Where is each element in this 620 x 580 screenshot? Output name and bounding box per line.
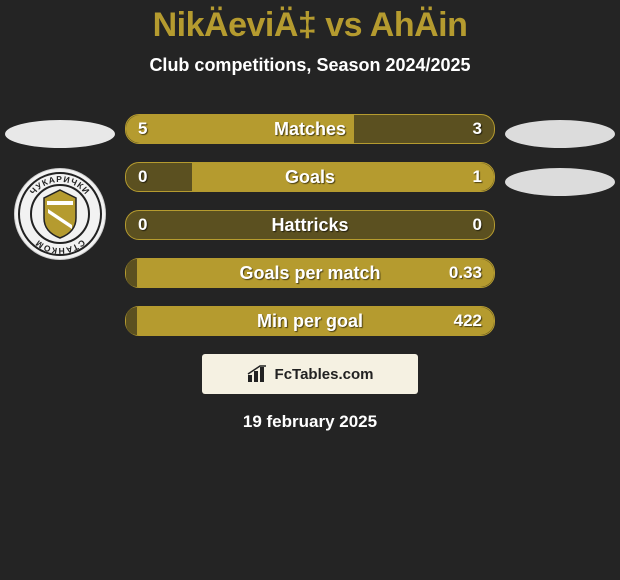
stats-container: 53Matches 01Goals 00Hattricks 0.33Goals per… [125,114,495,336]
player-ellipse-right-2 [505,168,615,196]
stat-row: 01Goals [125,162,495,192]
stat-row: 422Min per goal [125,306,495,336]
page-subtitle: Club competitions, Season 2024/2025 [149,55,470,76]
stat-row: 53Matches [125,114,495,144]
left-side-column: ЧУКАРИЧКИ СТАНКОМ [0,120,120,260]
player-ellipse-right-1 [505,120,615,148]
stat-row: 0.33Goals per match [125,258,495,288]
page-title: NikÄeviÄ‡ vs AhÄin [153,6,468,45]
stat-label: Matches [126,119,494,140]
right-side-column [500,120,620,196]
date-text: 19 february 2025 [243,412,377,432]
stat-label: Hattricks [126,215,494,236]
bar-chart-icon [247,365,269,383]
club-badge-left: ЧУКАРИЧКИ СТАНКОМ [14,168,106,260]
footer-site-box[interactable]: FcTables.com [202,354,418,394]
stat-label: Goals per match [126,263,494,284]
player-ellipse-left [5,120,115,148]
club-badge-svg: ЧУКАРИЧКИ СТАНКОМ [14,168,106,260]
footer-site-text: FcTables.com [275,366,374,383]
page-root: NikÄeviÄ‡ vs AhÄin Club competitions, Se… [0,0,620,580]
stat-row: 00Hattricks [125,210,495,240]
stat-label: Min per goal [126,311,494,332]
stat-label: Goals [126,167,494,188]
